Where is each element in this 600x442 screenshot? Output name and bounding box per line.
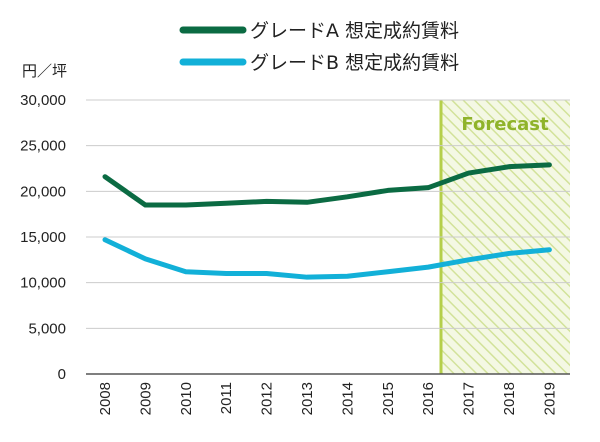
- legend-label: グレードA 想定成約賃料: [250, 20, 459, 42]
- x-tick-label: 2011: [218, 382, 235, 414]
- y-tick-label: 10,000: [20, 275, 66, 292]
- x-tick-label: 2015: [380, 382, 397, 415]
- unit-label: 円／坪: [22, 62, 67, 80]
- x-tick-label: 2019: [541, 382, 558, 415]
- legend-label: グレードB 想定成約賃料: [250, 52, 459, 74]
- y-tick-label: 5,000: [28, 320, 66, 337]
- x-tick-label: 2010: [178, 382, 195, 415]
- series-line: [102, 237, 552, 280]
- x-tick-label: 2018: [501, 382, 518, 415]
- y-tick-label: 0: [58, 366, 66, 383]
- forecast-label: Forecast: [461, 114, 549, 135]
- y-tick-label: 15,000: [20, 229, 66, 246]
- y-tick-label: 30,000: [20, 92, 66, 109]
- x-tick-label: 2009: [137, 382, 154, 415]
- x-tick-label: 2017: [461, 382, 478, 415]
- y-tick-label: 20,000: [20, 183, 66, 200]
- x-tick-label: 2016: [420, 382, 437, 415]
- series-line: [102, 162, 552, 208]
- x-tick-label: 2012: [259, 382, 276, 415]
- y-tick-label: 25,000: [20, 138, 66, 155]
- x-tick-label: 2008: [97, 382, 114, 415]
- x-tick-label: 2013: [299, 382, 316, 415]
- x-tick-label: 2014: [339, 382, 356, 415]
